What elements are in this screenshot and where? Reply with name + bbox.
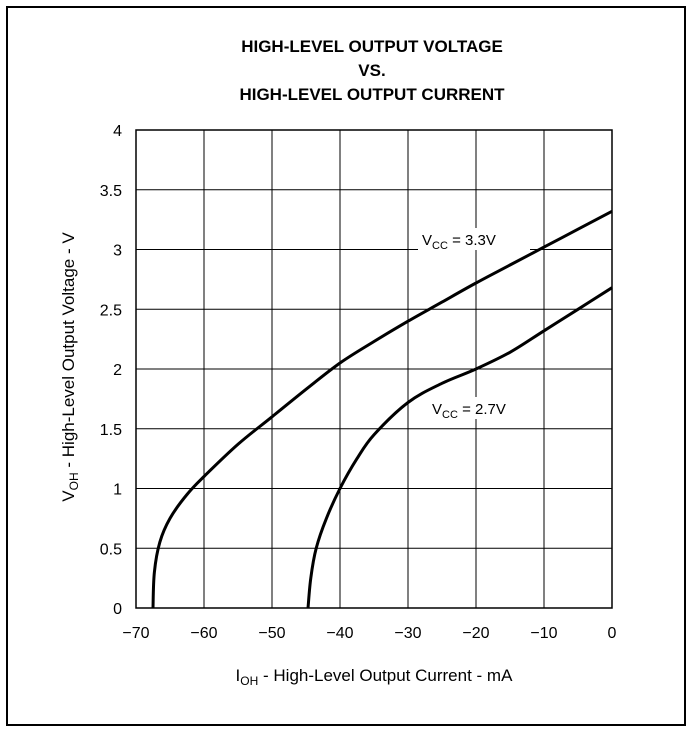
chart-grid <box>135 129 613 609</box>
y-tick-label: 2.5 <box>100 302 122 319</box>
x-tick-label: −50 <box>258 625 285 642</box>
series-line-0 <box>151 209 613 609</box>
y-tick-label: 2 <box>113 362 122 379</box>
y-tick-label: 4 <box>113 123 122 140</box>
x-tick-label: −10 <box>530 625 557 642</box>
y-tick-label: 3.5 <box>100 183 122 200</box>
plot-border <box>135 129 613 609</box>
y-tick-label: 0 <box>113 601 122 618</box>
y-tick-label: 3 <box>113 243 122 260</box>
x-tick-label: −60 <box>190 625 217 642</box>
y-tick-label: 0.5 <box>100 541 122 558</box>
y-tick-labels: 0 0.5 1 1.5 2 2.5 3 3.5 4 <box>100 123 122 618</box>
x-tick-label: −40 <box>326 625 353 642</box>
x-tick-label: −20 <box>462 625 489 642</box>
x-tick-label: −70 <box>122 625 149 642</box>
chart-title-line-2: VS. <box>358 61 385 80</box>
svg-text:VCC = 2.7V: VCC = 2.7V <box>432 401 506 421</box>
chart-title-line-1: HIGH-LEVEL OUTPUT VOLTAGE <box>241 37 503 56</box>
x-tick-label: −30 <box>394 625 421 642</box>
y-tick-label: 1 <box>113 482 122 499</box>
chart-title-line-3: HIGH-LEVEL OUTPUT CURRENT <box>239 85 505 104</box>
series-label-vcc-2-7: VCC = 2.7V <box>428 397 540 421</box>
chart-frame <box>6 6 686 726</box>
y-axis-label: VOH - High-Level Output Voltage - V <box>59 232 81 502</box>
svg-text:VCC = 3.3V: VCC = 3.3V <box>422 232 496 252</box>
series-label-vcc-3-3: VCC = 3.3V <box>418 228 530 252</box>
x-tick-label: 0 <box>608 625 617 642</box>
series-line-1 <box>306 286 613 609</box>
chart-series <box>151 209 613 609</box>
x-tick-labels: −70 −60 −50 −40 −30 −20 −10 0 <box>122 625 616 642</box>
y-tick-label: 1.5 <box>100 422 122 439</box>
x-axis-label: IOH - High-Level Output Current - mA <box>236 666 514 688</box>
